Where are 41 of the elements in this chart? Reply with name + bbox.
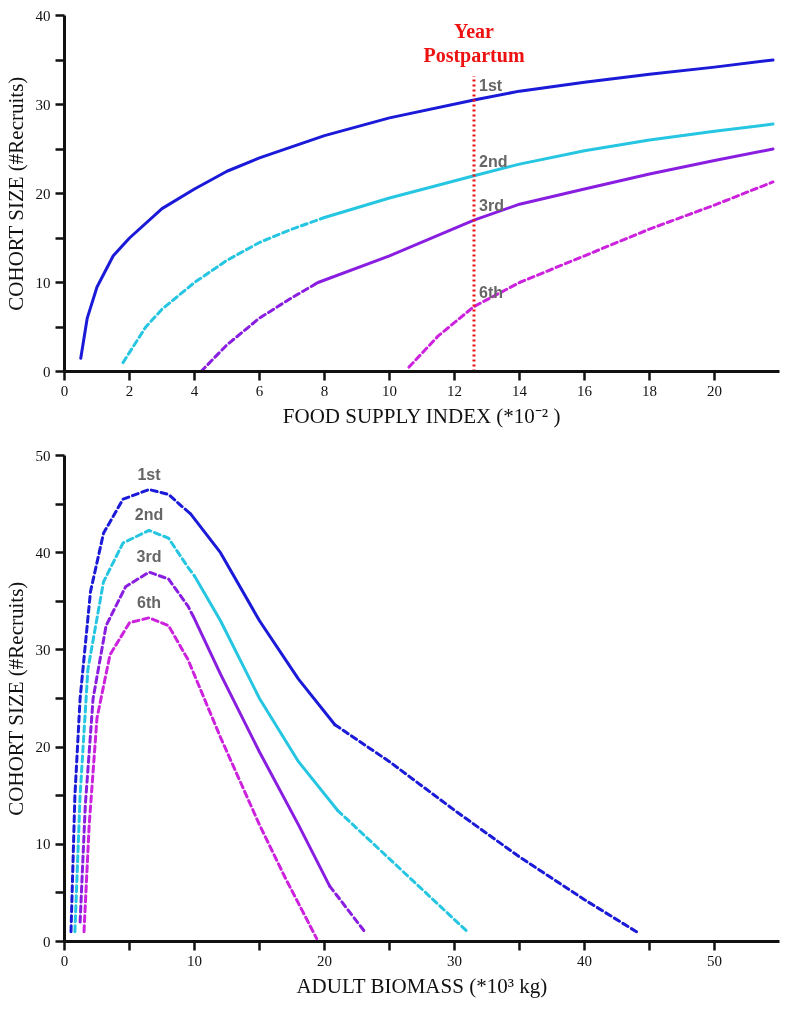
y-tick-label: 40	[35, 544, 51, 561]
x-tick-label: 50	[707, 952, 722, 969]
x-tick-label: 12	[447, 382, 462, 399]
x-tick-label: 40	[577, 952, 592, 969]
x-tick-label: 20	[317, 952, 332, 969]
y-tick-label: 0	[43, 363, 51, 380]
y-axis-title: COHORT SIZE (#Recruits)	[3, 581, 28, 816]
y-tick-label: 50	[35, 447, 51, 464]
x-axis-title: ADULT BIOMASS (*10³ kg)	[296, 973, 548, 998]
series-label: 6th	[479, 283, 503, 301]
x-tick-label: 0	[60, 952, 69, 969]
x-tick-label: 16	[577, 382, 593, 399]
x-tick-label: 14	[512, 382, 528, 399]
series-label: 1st	[137, 465, 162, 483]
series-label: 2nd	[479, 152, 508, 170]
ref-line-label: Year Postpartum	[423, 19, 525, 68]
x-tick-label: 20	[707, 382, 722, 399]
x-axis-title: FOOD SUPPLY INDEX (*10⁻² )	[282, 403, 561, 428]
x-tick-label: 0	[60, 382, 69, 399]
x-tick-label: 2	[125, 382, 134, 399]
y-tick-label: 10	[35, 274, 51, 291]
y-tick-label: 10	[35, 836, 51, 853]
x-tick-label: 6	[255, 382, 264, 399]
y-tick-label: 20	[35, 185, 51, 202]
x-tick-label: 8	[320, 382, 329, 399]
y-tick-label: 20	[35, 739, 51, 756]
x-tick-label: 10	[187, 952, 202, 969]
series-label: 3rd	[479, 197, 504, 215]
y-tick-label: 40	[35, 7, 51, 24]
y-tick-label: 0	[43, 933, 51, 950]
x-tick-label: 18	[642, 382, 657, 399]
series-label: 1st	[479, 77, 503, 95]
y-tick-label: 30	[35, 96, 51, 113]
y-tick-label: 30	[35, 641, 51, 658]
series-label: 3rd	[136, 548, 162, 566]
y-axis-title: COHORT SIZE (#Recruits)	[3, 76, 28, 311]
series-label: 2nd	[134, 506, 164, 524]
x-tick-label: 30	[447, 952, 462, 969]
x-tick-label: 4	[190, 382, 199, 399]
series-label: 6th	[137, 593, 161, 611]
x-tick-label: 10	[382, 382, 397, 399]
